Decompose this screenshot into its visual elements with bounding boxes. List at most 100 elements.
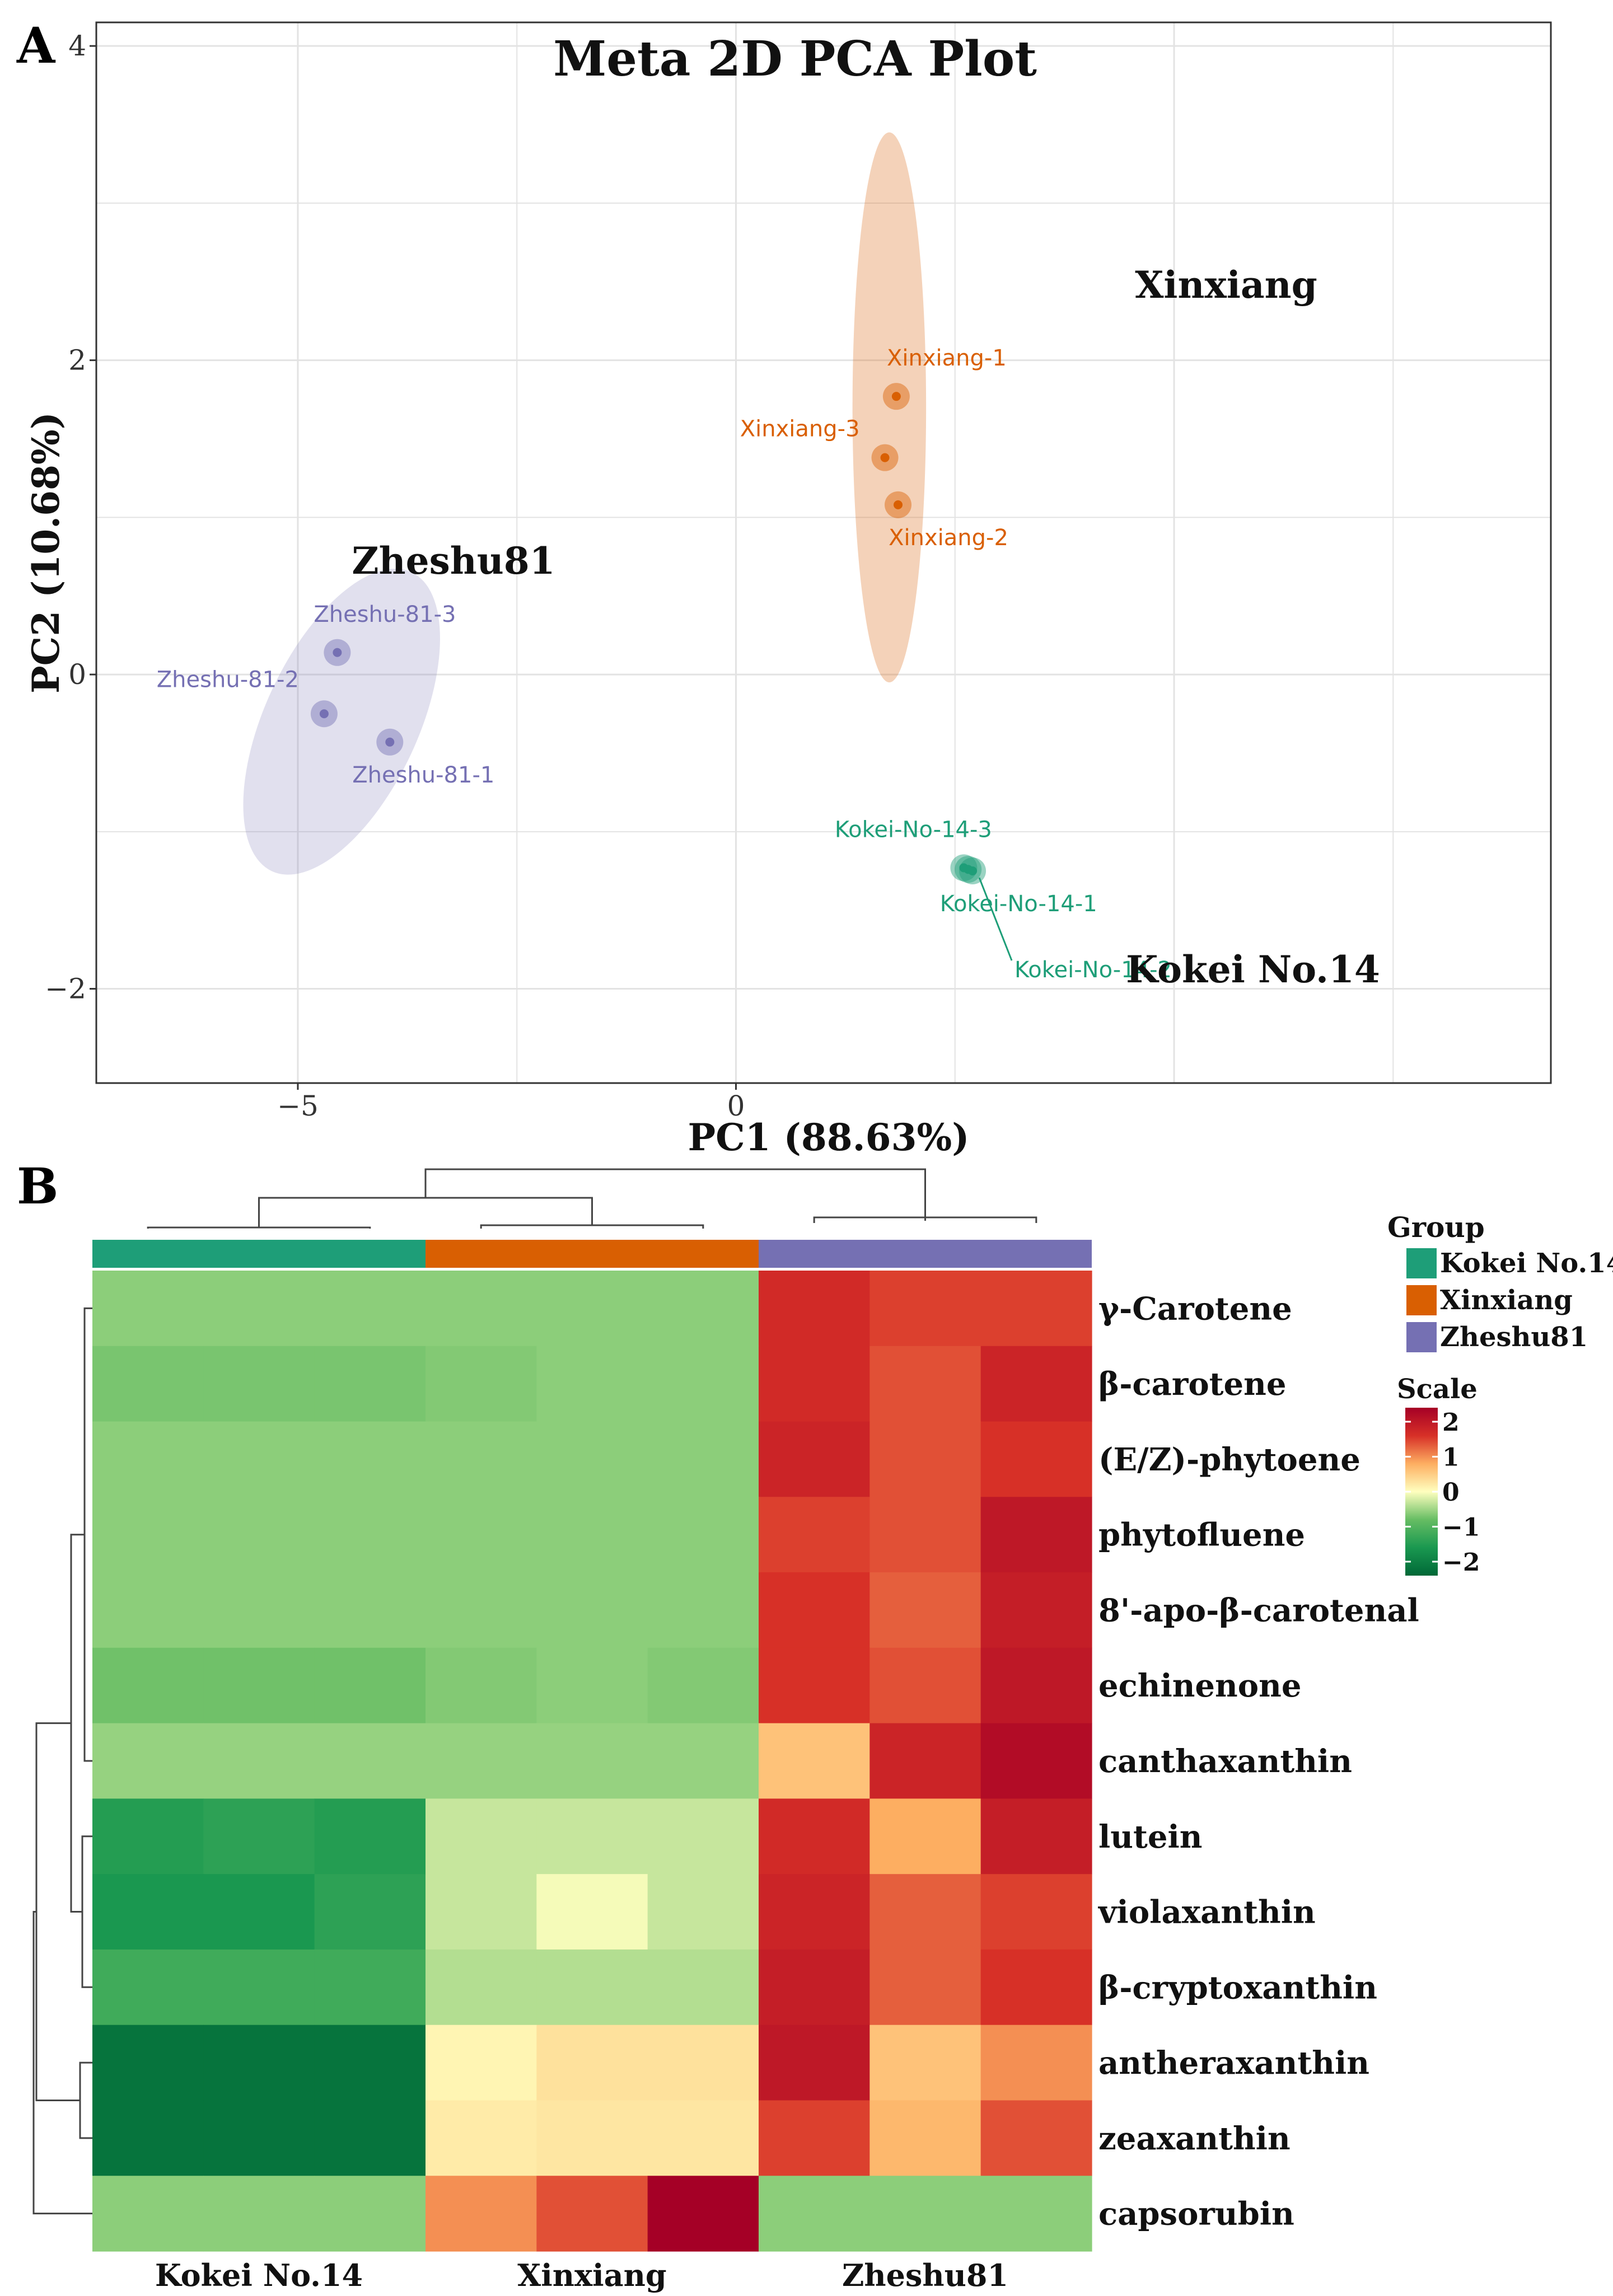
group-zheshu81: Zheshu-81-1 Zheshu-81-2 Zheshu-81-3 Zheshu8… — [157, 539, 555, 788]
heatmap-cell — [92, 2100, 204, 2176]
heatmap-cell — [980, 1798, 1092, 1875]
row-label: lutein — [1098, 1819, 1202, 1855]
heatmap-cell — [869, 1798, 981, 1875]
heatmap-cell — [92, 1949, 204, 2026]
heatmap-cell — [980, 2025, 1092, 2101]
heatmap-cell — [92, 1874, 204, 1950]
heatmap-cell — [426, 1271, 537, 1347]
heatmap-cell — [314, 1497, 426, 1573]
heatmap-cell — [426, 1798, 537, 1875]
heatmap-cell — [314, 1874, 426, 1950]
heatmap-cell — [536, 1949, 648, 2026]
point-label: Xinxiang-2 — [889, 525, 1008, 551]
heatmap-cell — [203, 2025, 315, 2101]
heatmap-cell — [314, 2100, 426, 2176]
heatmap-cell — [869, 2176, 981, 2252]
heatmap-cell — [426, 1572, 537, 1648]
heatmap-cell — [536, 1647, 648, 1724]
heatmap-cell — [426, 1346, 537, 1422]
heatmap-cell — [426, 2100, 537, 2176]
heatmap-cell — [92, 2176, 204, 2252]
heatmap-cell — [536, 1723, 648, 1799]
row-label: γ-Carotene — [1098, 1290, 1292, 1327]
y-tick-label: 4 — [68, 30, 86, 62]
point-label: Zheshu-81-2 — [157, 667, 299, 692]
heatmap-cell — [426, 2025, 537, 2101]
point-center-zheshu-81-1 — [385, 737, 395, 747]
ellipse-xinxiang — [852, 132, 927, 683]
group-label: Zheshu81 — [352, 539, 555, 583]
heatmap-cell — [203, 1271, 315, 1347]
heatmap-cell — [647, 1346, 759, 1422]
point-label: Xinxiang-3 — [740, 416, 860, 442]
point-center-xinxiang-3 — [880, 453, 890, 462]
heatmap-cell — [869, 1346, 981, 1422]
legend-label: Xinxiang — [1440, 1285, 1573, 1316]
heatmap-cell — [869, 1874, 981, 1950]
heatmap-cell — [980, 2100, 1092, 2176]
group-xinxiang: Xinxiang-1 Xinxiang-2 Xinxiang-3 Xinxiang — [740, 263, 1317, 551]
point-label: Zheshu-81-3 — [314, 602, 456, 627]
group-label: Xinxiang — [1135, 263, 1317, 307]
column-label: Xinxiang — [517, 2257, 666, 2293]
heatmap-cell — [426, 1949, 537, 2026]
heatmap-cell — [759, 2100, 870, 2176]
heatmap-cell — [203, 1949, 315, 2026]
heatmap-cell — [314, 1723, 426, 1799]
heatmap-cell — [869, 2025, 981, 2101]
group-bar-xinxiang — [426, 1240, 759, 1268]
point-center-xinxiang-2 — [894, 500, 903, 509]
heatmap-cell — [426, 2176, 537, 2252]
heatmap-cell — [759, 1346, 870, 1422]
row-label: antheraxanthin — [1098, 2045, 1369, 2082]
heatmap-cell — [314, 1572, 426, 1648]
heatmap-cell — [759, 1647, 870, 1724]
column-label: Zheshu81 — [842, 2257, 1008, 2293]
panel-label-b: B — [17, 1159, 58, 1215]
point-center-xinxiang-1 — [891, 392, 901, 401]
heatmap-cell — [314, 1949, 426, 2026]
heatmap-cell — [759, 1497, 870, 1573]
y-tick-label: −2 — [45, 973, 86, 1005]
heatmap-cell — [314, 1271, 426, 1347]
column-dendrogram — [147, 1168, 1037, 1229]
heatmap-cell — [203, 1723, 315, 1799]
heatmap-cell — [203, 2176, 315, 2252]
y-tick-label: 2 — [68, 344, 86, 377]
scale-tick-label: −2 — [1442, 1548, 1480, 1577]
heatmap-cell — [92, 1421, 204, 1497]
heatmap-cell — [647, 1723, 759, 1799]
row-label: β-carotene — [1098, 1366, 1287, 1403]
heatmap-cell — [980, 1647, 1092, 1724]
heatmap-cell — [536, 1874, 648, 1950]
heatmap-cell — [759, 2176, 870, 2252]
heatmap-cell — [647, 1647, 759, 1724]
point-center-kokei-no-14-3 — [959, 863, 969, 873]
x-axis-label: PC1 (88.63%) — [688, 1116, 970, 1159]
ellipse-zheshu81 — [243, 568, 440, 875]
heatmap-cell — [536, 2025, 648, 2101]
heatmap: B γ-Carotene β-carotene (E/Z)-phytoene phyt… — [17, 1159, 1613, 2293]
heatmap-cell — [426, 1723, 537, 1799]
point-label: Zheshu-81-1 — [352, 762, 494, 788]
heatmap-cell — [426, 1647, 537, 1724]
heatmap-cell — [869, 1647, 981, 1724]
heatmap-cell — [426, 1874, 537, 1950]
pca-plot: A −5 0 −2 0 2 4 Meta 2D PCA Plot PC1 (88.63%) PC… — [16, 16, 1552, 1159]
heatmap-cell — [203, 2100, 315, 2176]
heatmap-cell — [536, 2100, 648, 2176]
heatmap-cell — [92, 1497, 204, 1573]
heatmap-cell — [869, 1572, 981, 1648]
legend-swatch — [1406, 1285, 1437, 1315]
scale-tick-label: −1 — [1442, 1514, 1480, 1542]
point-label: Kokei-No-14-1 — [940, 891, 1097, 917]
row-label: echinenone — [1098, 1667, 1301, 1704]
heatmap-cell — [647, 1949, 759, 2026]
heatmap-cell — [203, 1798, 315, 1875]
heatmap-cell — [759, 1421, 870, 1497]
heatmap-cell — [980, 1346, 1092, 1422]
heatmap-cell — [980, 1949, 1092, 2026]
row-label: capsorubin — [1098, 2196, 1294, 2233]
legend-label: Zheshu81 — [1440, 1322, 1588, 1353]
row-label: canthaxanthin — [1098, 1743, 1352, 1780]
